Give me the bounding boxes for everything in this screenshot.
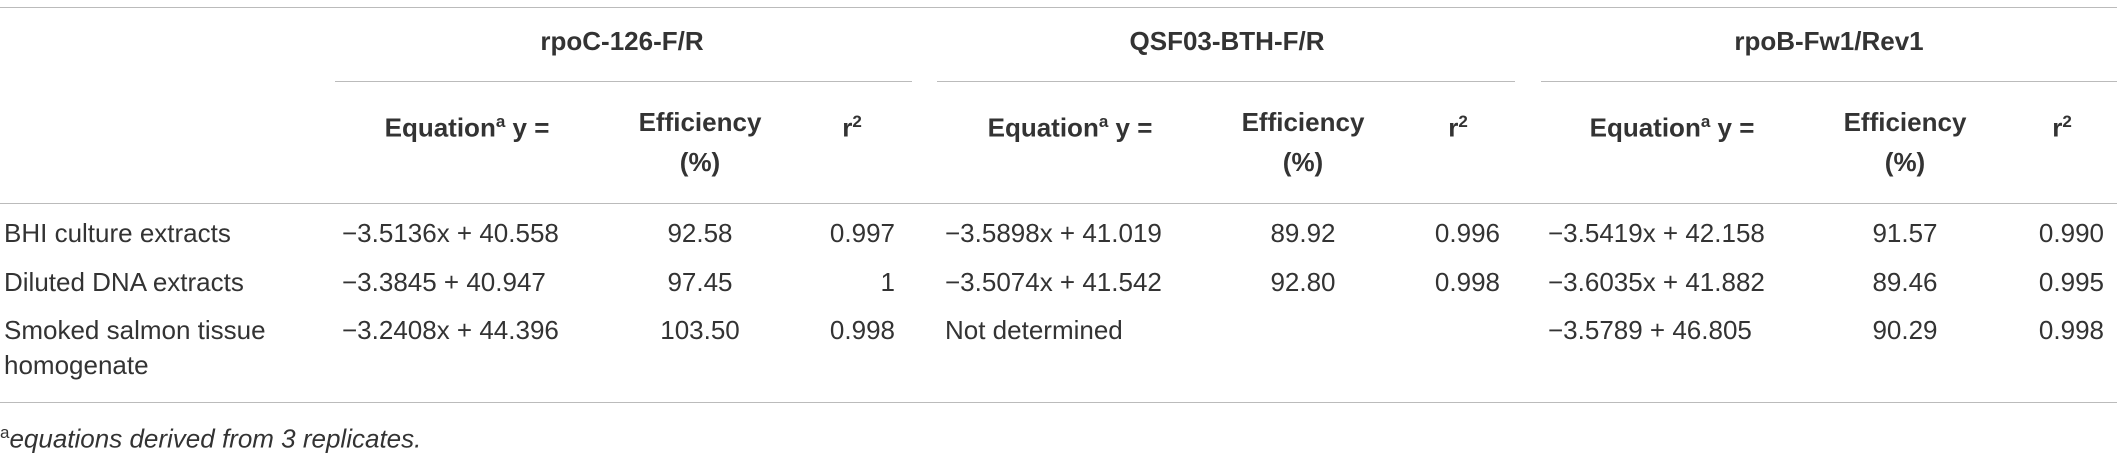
cell: −3.5136x + 40.558 [342,218,559,248]
rule [1541,81,2117,82]
footnote: aequations derived from 3 replicates. [0,417,800,455]
cell: 0.996 [1434,218,1500,248]
header-text: Equation [384,112,496,143]
cell: 0.998 [2038,315,2104,345]
column-header: Efficiency (%) [1843,107,1967,177]
header-text: r [1448,112,1459,143]
row-label: Smoked salmon tissue homogenate [4,315,266,380]
footnote-mark: a [495,112,506,131]
column-header: r2 [812,106,892,144]
cell: 0.997 [829,218,895,248]
footnote-mark: a [1098,112,1109,131]
column-header: r2 [1418,106,1498,144]
cell: 0.998 [1434,267,1500,297]
superscript: 2 [852,112,862,131]
group-header: QSF03-BTH-F/R [1129,26,1325,56]
cell: 91.57 [1872,218,1938,248]
cell: 92.80 [1270,267,1336,297]
cell: Not determined [945,315,1123,345]
cell: −3.5789 + 46.805 [1548,315,1752,345]
footnote-mark: a [0,423,10,442]
cell: 0.998 [829,315,895,345]
column-header: Equationa y = [920,106,1220,144]
cell: −3.5074x + 41.542 [945,267,1162,297]
column-header: r2 [2022,106,2102,144]
cell: 1 [880,267,895,297]
group-header: rpoB-Fw1/Rev1 [1734,26,1924,56]
column-header: Equationa y = [1522,106,1822,144]
cell: −3.5898x + 41.019 [945,218,1162,248]
footnote-text: equations derived from 3 replicates. [9,423,422,454]
cell: 92.58 [667,218,733,248]
superscript: 2 [1458,112,1468,131]
cell: 0.990 [2038,218,2104,248]
cell: 97.45 [667,267,733,297]
cell: −3.5419x + 42.158 [1548,218,1765,248]
rule [937,81,1515,82]
row-label: Diluted DNA extracts [4,267,244,297]
footnote-mark: a [1700,112,1711,131]
header-text: Equation [987,112,1099,143]
column-header: Efficiency (%) [638,107,762,177]
cell: 90.29 [1872,315,1938,345]
cell: 0.995 [2038,267,2104,297]
cell: 89.46 [1872,267,1938,297]
header-text: Equation [1589,112,1701,143]
cell: −3.6035x + 41.882 [1548,267,1765,297]
column-header: Equationa y = [317,106,617,144]
cell: 103.50 [660,315,740,345]
header-text: y = [1108,112,1153,143]
cell: −3.3845 + 40.947 [342,267,546,297]
header-text: y = [1710,112,1755,143]
cell: 89.92 [1270,218,1336,248]
superscript: 2 [2062,112,2072,131]
row-label: BHI culture extracts [4,218,231,248]
rule [0,402,2117,403]
header-text: r [2052,112,2063,143]
header-text: y = [505,112,550,143]
column-header: Efficiency (%) [1241,107,1365,177]
rule [335,81,912,82]
header-text: r [842,112,853,143]
cell: −3.2408x + 44.396 [342,315,559,345]
rule [0,7,2117,8]
rule [0,203,2117,204]
group-header: rpoC-126-F/R [540,26,704,56]
